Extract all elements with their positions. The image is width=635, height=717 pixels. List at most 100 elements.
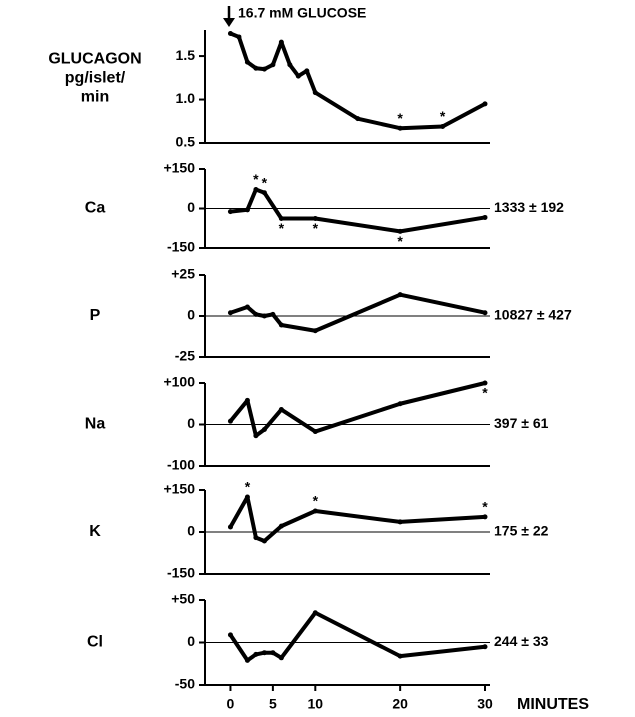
data-point: [253, 311, 259, 317]
data-point: [482, 644, 488, 650]
significance-marker: *: [482, 385, 488, 401]
data-point: [253, 187, 259, 193]
x-tick-label: 5: [269, 696, 277, 712]
data-point: [261, 66, 267, 72]
value-note: 1333 ± 192: [494, 199, 564, 215]
data-line: [229, 31, 486, 131]
significance-marker: *: [397, 233, 403, 249]
data-point: [270, 311, 276, 317]
y-tick-label: -150: [167, 565, 195, 581]
data-point: [312, 328, 318, 334]
data-point: [278, 523, 284, 529]
data-point: [227, 632, 233, 638]
data-point: [312, 216, 318, 222]
y-axis-label: K: [89, 523, 101, 540]
data-point: [287, 62, 293, 68]
data-point: [244, 59, 250, 65]
significance-marker: *: [279, 220, 285, 236]
y-tick-label: 0: [187, 523, 195, 539]
y-axis-label: Ca: [85, 200, 106, 217]
data-point: [270, 62, 276, 68]
data-point: [397, 292, 403, 298]
data-point: [270, 650, 276, 656]
data-point: [278, 655, 284, 661]
data-point: [236, 34, 242, 40]
data-point: [397, 653, 403, 659]
data-point: [244, 304, 250, 310]
data-point: [244, 207, 250, 213]
y-axis-label: pg/islet/: [65, 70, 126, 87]
data-point: [482, 214, 488, 220]
data-point: [482, 514, 488, 520]
y-tick-label: 0.5: [176, 134, 196, 150]
y-tick-label: 0: [187, 199, 195, 215]
y-axis-label: Cl: [87, 634, 103, 651]
data-point: [253, 65, 259, 71]
data-point: [261, 650, 267, 656]
data-point: [355, 116, 361, 122]
y-tick-label: +25: [171, 266, 195, 282]
y-tick-label: -100: [167, 457, 195, 473]
data-line: [228, 381, 486, 438]
data-point: [397, 519, 403, 525]
data-point: [312, 429, 318, 435]
data-point: [261, 426, 267, 432]
data-point: [397, 401, 403, 407]
x-tick-label: 30: [477, 696, 493, 712]
x-tick-label: 0: [227, 696, 235, 712]
data-point: [312, 610, 318, 616]
x-axis-label: MINUTES: [517, 696, 589, 713]
y-tick-label: -150: [167, 239, 195, 255]
data-point: [312, 508, 318, 514]
data-point: [244, 657, 250, 663]
data-point: [253, 651, 259, 657]
data-line: [230, 187, 486, 234]
data-line: [228, 495, 486, 543]
data-point: [312, 90, 318, 96]
significance-marker: *: [245, 479, 251, 495]
data-point: [482, 101, 488, 107]
data-point: [261, 313, 267, 319]
x-tick-label: 10: [308, 696, 324, 712]
y-axis-label: Na: [85, 416, 106, 433]
data-point: [244, 494, 250, 500]
significance-marker: *: [313, 493, 319, 509]
data-point: [253, 433, 259, 439]
y-tick-label: +150: [163, 481, 195, 497]
data-point: [295, 73, 301, 79]
y-tick-label: +100: [163, 374, 195, 390]
data-point: [278, 322, 284, 328]
value-note: 10827 ± 427: [494, 307, 572, 323]
value-note: 175 ± 22: [494, 523, 549, 539]
data-point: [397, 125, 403, 131]
data-point: [278, 407, 284, 413]
y-tick-label: +50: [171, 591, 195, 607]
x-tick-label: 20: [392, 696, 408, 712]
value-note: 397 ± 61: [494, 415, 549, 431]
data-point: [482, 380, 488, 386]
data-line: [228, 610, 486, 663]
data-point: [227, 310, 233, 316]
data-point: [227, 418, 233, 424]
y-tick-label: +150: [163, 160, 195, 176]
data-point: [227, 209, 233, 215]
data-point: [227, 30, 233, 36]
y-tick-label: 1.0: [176, 90, 196, 106]
arrow-head: [223, 18, 235, 27]
y-tick-label: 0: [187, 307, 195, 323]
data-point: [278, 216, 284, 222]
value-note: 244 ± 33: [494, 633, 549, 649]
y-axis-label: P: [90, 307, 101, 324]
significance-marker: *: [397, 110, 403, 126]
data-point: [244, 397, 250, 403]
data-point: [227, 524, 233, 530]
y-tick-label: 0: [187, 633, 195, 649]
data-point: [278, 39, 284, 45]
data-point: [253, 535, 259, 541]
y-tick-label: 1.5: [176, 47, 196, 63]
data-point: [261, 538, 267, 544]
data-point: [397, 228, 403, 234]
data-point: [261, 190, 267, 196]
y-axis-label: min: [81, 89, 109, 106]
